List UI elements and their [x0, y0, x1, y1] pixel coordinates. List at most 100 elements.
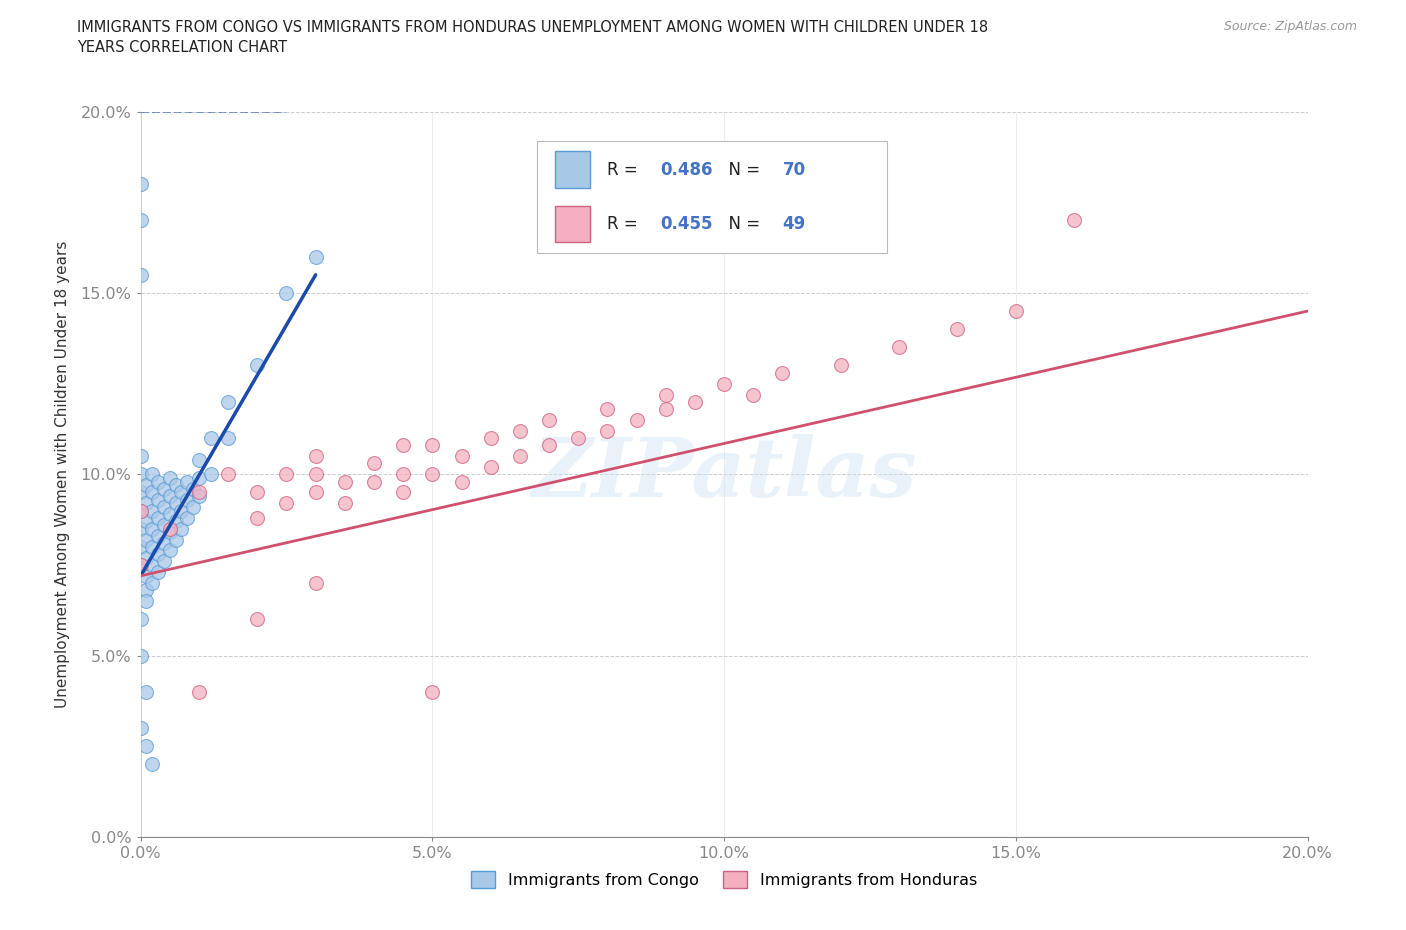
Point [305, 449, 328, 464]
Point [129, 177, 152, 192]
Point [889, 340, 911, 355]
Point [159, 507, 181, 522]
Point [188, 485, 211, 500]
Point [479, 459, 502, 474]
Text: 70: 70 [783, 161, 806, 179]
Point [567, 431, 589, 445]
Text: 0.486: 0.486 [659, 161, 713, 179]
Point [1005, 303, 1028, 318]
Point [165, 532, 187, 547]
Point [146, 528, 169, 543]
Legend: Immigrants from Congo, Immigrants from Honduras: Immigrants from Congo, Immigrants from H… [465, 865, 983, 895]
Point [159, 543, 181, 558]
Text: 0.455: 0.455 [659, 215, 713, 233]
Point [129, 539, 152, 554]
Point [246, 358, 269, 373]
Point [200, 467, 222, 482]
Point [217, 394, 239, 409]
Point [135, 532, 157, 547]
Point [596, 423, 619, 438]
Point [246, 612, 269, 627]
Point [153, 536, 176, 551]
Point [305, 485, 328, 500]
Point [1063, 213, 1085, 228]
Point [159, 525, 181, 539]
Point [129, 449, 152, 464]
Text: Source: ZipAtlas.com: Source: ZipAtlas.com [1223, 20, 1357, 33]
Text: YEARS CORRELATION CHART: YEARS CORRELATION CHART [77, 40, 287, 55]
Point [146, 474, 169, 489]
Point [141, 485, 163, 500]
Point [333, 474, 356, 489]
Point [170, 485, 193, 500]
Text: N =: N = [718, 215, 766, 233]
Point [176, 474, 198, 489]
Point [333, 496, 356, 511]
Point [538, 438, 561, 453]
Point [141, 576, 163, 591]
Point [129, 268, 152, 283]
Point [141, 757, 163, 772]
Point [153, 554, 176, 569]
Point [596, 402, 619, 417]
Point [141, 467, 163, 482]
Point [188, 452, 211, 467]
Text: ZIPatlas: ZIPatlas [531, 434, 917, 514]
Point [165, 478, 187, 493]
Point [159, 488, 181, 503]
Point [176, 492, 198, 507]
Point [246, 511, 269, 525]
Point [135, 583, 157, 598]
Point [146, 492, 169, 507]
Point [135, 478, 157, 493]
Point [742, 387, 765, 402]
Point [141, 521, 163, 536]
Point [146, 511, 169, 525]
Point [153, 499, 176, 514]
Point [363, 456, 385, 471]
Point [200, 431, 222, 445]
Point [153, 518, 176, 533]
Point [305, 576, 328, 591]
Point [129, 648, 152, 663]
Point [655, 402, 678, 417]
Text: N =: N = [718, 161, 766, 179]
Text: R =: R = [607, 215, 644, 233]
Point [655, 387, 678, 402]
Point [165, 514, 187, 529]
Point [450, 449, 472, 464]
Point [305, 249, 328, 264]
Text: IMMIGRANTS FROM CONGO VS IMMIGRANTS FROM HONDURAS UNEMPLOYMENT AMONG WOMEN WITH : IMMIGRANTS FROM CONGO VS IMMIGRANTS FROM… [77, 20, 988, 35]
Point [129, 612, 152, 627]
Point [305, 467, 328, 482]
Point [176, 511, 198, 525]
Text: R =: R = [607, 161, 644, 179]
Point [538, 413, 561, 428]
Bar [555, 152, 591, 188]
Point [946, 322, 969, 337]
Point [276, 467, 298, 482]
Point [188, 471, 211, 485]
Point [772, 365, 794, 380]
Point [135, 594, 157, 609]
Point [135, 568, 157, 583]
Point [188, 488, 211, 503]
Point [129, 721, 152, 736]
Point [276, 496, 298, 511]
Point [129, 485, 152, 500]
Point [129, 503, 152, 518]
Point [146, 565, 169, 579]
Point [188, 684, 211, 699]
Point [392, 438, 415, 453]
Point [159, 521, 181, 536]
Bar [555, 206, 591, 242]
Point [479, 431, 502, 445]
Point [129, 503, 152, 518]
Point [181, 482, 204, 497]
Point [129, 558, 152, 573]
Point [129, 521, 152, 536]
Point [135, 738, 157, 753]
Point [141, 539, 163, 554]
Point [509, 449, 531, 464]
Point [422, 467, 444, 482]
